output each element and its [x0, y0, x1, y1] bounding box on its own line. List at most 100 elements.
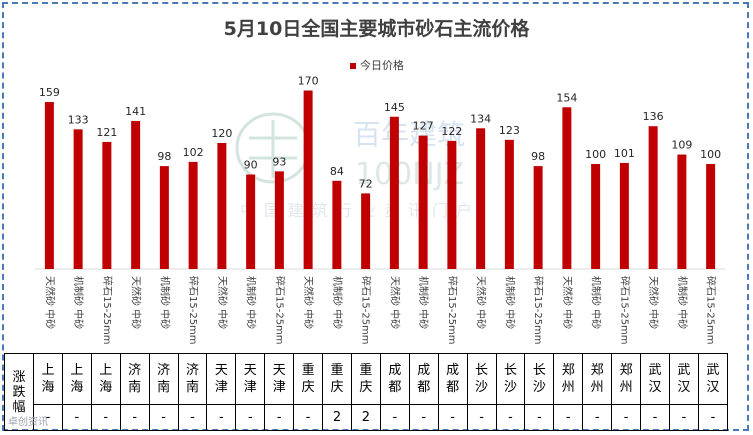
change-cell: - — [437, 403, 468, 432]
value-label: 100 — [585, 148, 606, 161]
value-label: 145 — [384, 101, 405, 114]
value-label: 127 — [413, 120, 434, 133]
x-tick-label: 碎石15-25mm — [101, 276, 114, 345]
city-cell: 成都 — [437, 353, 468, 405]
x-tick-label: 碎石15-25mm — [705, 276, 718, 345]
change-cell: - — [466, 403, 497, 432]
bar — [303, 90, 313, 269]
value-label: 98 — [531, 150, 545, 163]
value-label: 102 — [183, 146, 204, 159]
x-tick-label: 天然砂 中砂 — [302, 276, 315, 329]
city-cell: 天津 — [235, 353, 266, 405]
city-cell: 上海 — [90, 353, 121, 405]
city-cell: 重庆 — [293, 353, 324, 405]
city-cell: 济南 — [177, 353, 208, 405]
value-label: 133 — [68, 113, 89, 126]
x-tick-label: 碎石15-25mm — [446, 276, 459, 345]
watermark: 百年建筑 100NJZ 中国建筑行业资讯门户 — [235, 112, 480, 220]
x-tick-label: 天然砂 中砂 — [647, 276, 660, 329]
bar — [159, 166, 169, 269]
bar — [274, 171, 284, 269]
corner-logo: 卓创资讯 — [8, 417, 48, 428]
value-label: 101 — [614, 147, 635, 160]
change-cell: - — [668, 403, 699, 432]
city-cell: 天津 — [264, 353, 295, 405]
value-label: 93 — [272, 155, 286, 168]
city-cell: 济南 — [148, 353, 179, 405]
value-label: 123 — [499, 124, 520, 137]
bar — [217, 143, 227, 269]
x-tick-label: 机制砂 中砂 — [72, 276, 85, 329]
city-cell: 郑州 — [553, 353, 584, 405]
change-cell: - — [235, 403, 266, 432]
x-tick-label: 天然砂 中砂 — [475, 276, 488, 329]
row-header-label: 涨跌幅 — [12, 369, 26, 415]
city-cell: 重庆 — [322, 353, 352, 405]
bar — [533, 166, 543, 269]
change-cell: - — [90, 403, 121, 432]
city-cell: 武汉 — [697, 353, 729, 405]
city-row: 涨跌幅 上海上海上海济南济南济南天津天津天津重庆重庆重庆成都成都成都长沙长沙长沙… — [4, 353, 729, 431]
change-cell: - — [611, 403, 642, 432]
bar — [102, 141, 112, 269]
value-labels-group: 159 133 121 141 98 102 120 90 93 170 84 72 145 127 122… — [39, 75, 721, 191]
change-cell: - — [582, 403, 613, 432]
bar — [418, 135, 428, 269]
change-cell: - — [293, 403, 324, 432]
x-tick-label: 机制砂 中砂 — [417, 276, 430, 329]
watermark-brand: 百年建筑 — [353, 118, 465, 151]
city-cell: 成都 — [379, 353, 410, 405]
bar-chart: 159 133 121 141 98 102 120 90 93 170 84 72 145 127 122… — [35, 75, 725, 345]
legend: 今日价格 — [350, 57, 404, 73]
value-label: 141 — [125, 105, 146, 118]
change-cell: 2 — [322, 403, 352, 432]
bar — [562, 107, 572, 269]
value-label: 159 — [39, 86, 60, 99]
change-cell: - — [61, 403, 92, 432]
bar — [246, 174, 256, 269]
change-cell: - — [697, 403, 729, 432]
x-tick-labels-group: 天然砂 中砂 机制砂 中砂 碎石15-25mm 天然砂 中砂 机制砂 中砂 碎石15-25… — [43, 276, 717, 345]
value-label: 120 — [211, 127, 232, 140]
x-tick-label: 天然砂 中砂 — [388, 276, 401, 329]
change-cell: - — [148, 403, 179, 432]
x-tick-label: 机制砂 中砂 — [590, 276, 603, 329]
value-label: 90 — [244, 159, 258, 172]
value-label: 134 — [470, 112, 491, 125]
value-label: 136 — [643, 110, 664, 123]
watermark-tagline: 中国建筑行业资讯门户 — [240, 201, 480, 220]
x-tick-label: 碎石15-25mm — [360, 276, 373, 345]
city-cell: 成都 — [408, 353, 439, 405]
bar — [591, 164, 601, 269]
city-cell: 天津 — [206, 353, 237, 405]
city-cell: 长沙 — [495, 353, 526, 405]
bar — [332, 180, 342, 269]
change-cell: - — [495, 403, 526, 432]
x-tick-label: 碎石15-25mm — [618, 276, 631, 345]
x-tick-label: 碎石15-25mm — [532, 276, 545, 345]
city-cell: 上海 — [33, 353, 63, 405]
city-cell: 济南 — [119, 353, 150, 405]
value-label: 121 — [96, 126, 117, 139]
bar — [389, 116, 399, 269]
change-cell: - — [119, 403, 150, 432]
bar — [131, 120, 141, 269]
bar — [648, 126, 658, 269]
legend-swatch — [350, 63, 356, 69]
city-cell: 郑州 — [582, 353, 613, 405]
bar — [504, 139, 514, 269]
bar — [188, 161, 198, 269]
x-tick-label: 天然砂 中砂 — [561, 276, 574, 329]
x-tick-label: 机制砂 中砂 — [676, 276, 689, 329]
bar — [447, 140, 457, 269]
change-cell: - — [206, 403, 237, 432]
change-cell: - — [524, 403, 555, 432]
bar — [361, 193, 371, 269]
value-label: 154 — [556, 91, 577, 104]
x-tick-label: 机制砂 中砂 — [503, 276, 516, 329]
change-cell: - — [264, 403, 295, 432]
city-cell: 长沙 — [524, 353, 555, 405]
change-cell: 2 — [350, 403, 381, 432]
bars-group — [44, 90, 716, 269]
city-cell: 上海 — [61, 353, 92, 405]
